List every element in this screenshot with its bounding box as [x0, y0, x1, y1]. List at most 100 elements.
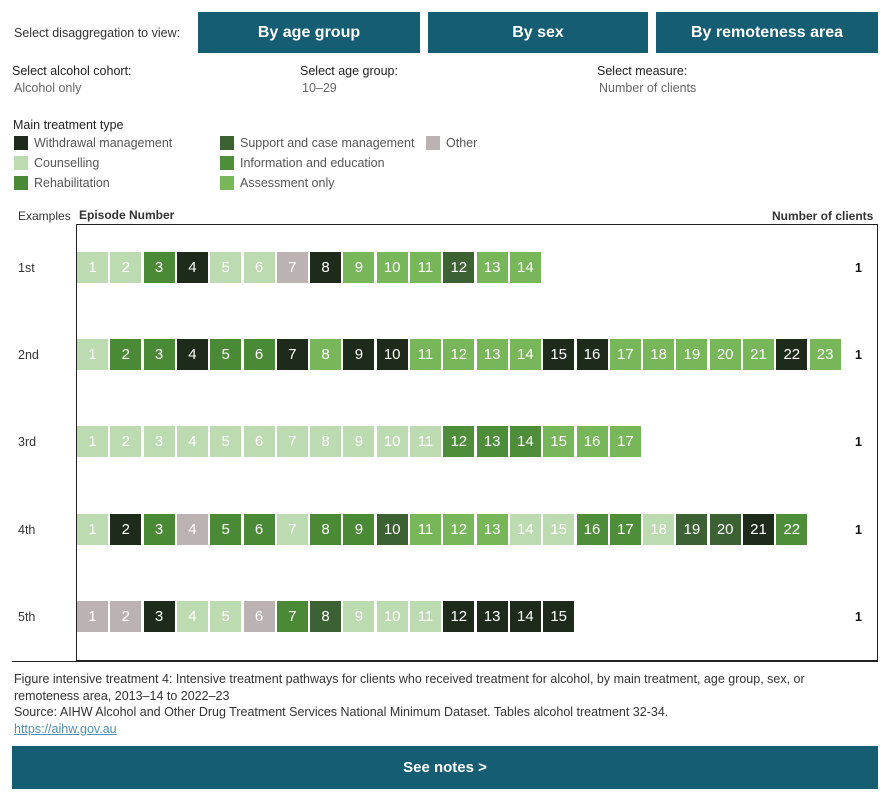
- episode-cell[interactable]: 5: [210, 601, 242, 632]
- episode-cell[interactable]: 2: [110, 514, 142, 545]
- episode-cell[interactable]: 22: [776, 514, 808, 545]
- episode-cell[interactable]: 2: [110, 339, 142, 370]
- episode-cell[interactable]: 15: [543, 601, 575, 632]
- episode-cell[interactable]: 8: [310, 514, 342, 545]
- episode-cell[interactable]: 9: [343, 252, 375, 283]
- episode-cell[interactable]: 7: [276, 514, 308, 545]
- episode-cell[interactable]: 11: [410, 514, 441, 545]
- episode-cell[interactable]: 23: [809, 339, 841, 370]
- episode-cell[interactable]: 4: [176, 252, 208, 283]
- episode-cell[interactable]: 21: [743, 514, 774, 545]
- episode-cell[interactable]: 6: [243, 426, 275, 457]
- episode-cell[interactable]: 3: [143, 514, 175, 545]
- episode-cell[interactable]: 2: [110, 426, 142, 457]
- episode-cell[interactable]: 15: [543, 514, 575, 545]
- cohort-select[interactable]: Alcohol only: [14, 81, 82, 95]
- episode-cell[interactable]: 12: [443, 339, 475, 370]
- episode-cell[interactable]: 12: [443, 601, 475, 632]
- episode-cell[interactable]: 9: [343, 601, 375, 632]
- episode-cell[interactable]: 17: [609, 514, 641, 545]
- episode-cell[interactable]: 13: [476, 339, 508, 370]
- episode-cell[interactable]: 8: [310, 601, 342, 632]
- episode-cell[interactable]: 16: [576, 514, 608, 545]
- episode-cell[interactable]: 1: [77, 601, 108, 632]
- episode-cell[interactable]: 7: [276, 426, 308, 457]
- see-notes-button[interactable]: See notes >: [12, 746, 878, 789]
- episode-cell[interactable]: 3: [143, 601, 175, 632]
- episode-cell[interactable]: 12: [443, 252, 475, 283]
- episode-cell[interactable]: 3: [143, 339, 175, 370]
- episode-cell[interactable]: 4: [176, 514, 208, 545]
- episode-cell[interactable]: 10: [376, 252, 408, 283]
- episode-cell[interactable]: 9: [343, 426, 375, 457]
- episode-cell[interactable]: 20: [709, 514, 741, 545]
- episode-cell[interactable]: 13: [476, 601, 508, 632]
- episode-cell[interactable]: 9: [343, 514, 375, 545]
- measure-select[interactable]: Number of clients: [599, 81, 697, 95]
- episode-cell[interactable]: 4: [176, 339, 208, 370]
- episode-cell[interactable]: 6: [243, 252, 275, 283]
- episode-cell[interactable]: 1: [77, 426, 108, 457]
- episode-cell[interactable]: 3: [143, 426, 175, 457]
- episode-cell[interactable]: 11: [410, 339, 441, 370]
- episode-cell[interactable]: 19: [676, 514, 708, 545]
- episode-cell[interactable]: 16: [576, 339, 608, 370]
- episode-cell[interactable]: 20: [709, 339, 741, 370]
- episode-cell[interactable]: 9: [343, 339, 375, 370]
- legend-item-assessment: Assessment only: [220, 175, 334, 191]
- episode-cell[interactable]: 11: [410, 252, 441, 283]
- episode-cell[interactable]: 8: [310, 252, 342, 283]
- episode-cell[interactable]: 14: [509, 514, 541, 545]
- episode-cell[interactable]: 5: [210, 339, 242, 370]
- episode-cell[interactable]: 7: [276, 252, 308, 283]
- episode-cell[interactable]: 13: [476, 252, 508, 283]
- episode-cell[interactable]: 6: [243, 601, 275, 632]
- episode-cell[interactable]: 10: [376, 601, 408, 632]
- aihw-link[interactable]: https://aihw.gov.au: [14, 722, 117, 736]
- episode-cell[interactable]: 8: [310, 426, 342, 457]
- episode-cell[interactable]: 4: [176, 601, 208, 632]
- episode-cell[interactable]: 14: [509, 339, 541, 370]
- episode-cell[interactable]: 11: [410, 426, 441, 457]
- episode-cell[interactable]: 17: [609, 339, 641, 370]
- episode-cell[interactable]: 11: [410, 601, 441, 632]
- episode-cell[interactable]: 1: [77, 339, 108, 370]
- episode-cell[interactable]: 21: [743, 339, 774, 370]
- episode-cell[interactable]: 10: [376, 426, 408, 457]
- episode-cell[interactable]: 18: [643, 514, 675, 545]
- tab-remoteness[interactable]: By remoteness area: [656, 12, 878, 53]
- episode-cell[interactable]: 22: [776, 339, 808, 370]
- episode-cell[interactable]: 13: [476, 514, 508, 545]
- episode-cell[interactable]: 3: [143, 252, 175, 283]
- episode-cell[interactable]: 8: [310, 339, 342, 370]
- episode-cell[interactable]: 1: [77, 514, 108, 545]
- episode-cell[interactable]: 17: [609, 426, 641, 457]
- episode-cell[interactable]: 12: [443, 426, 475, 457]
- episode-cell[interactable]: 1: [77, 252, 108, 283]
- episode-cell[interactable]: 5: [210, 426, 242, 457]
- episode-cell[interactable]: 10: [376, 339, 408, 370]
- tab-sex[interactable]: By sex: [428, 12, 648, 53]
- episode-cell[interactable]: 4: [176, 426, 208, 457]
- episode-cell[interactable]: 7: [276, 601, 308, 632]
- episode-cell[interactable]: 6: [243, 514, 275, 545]
- episode-cell[interactable]: 5: [210, 252, 242, 283]
- episode-cell[interactable]: 15: [543, 339, 575, 370]
- episode-cell[interactable]: 16: [576, 426, 608, 457]
- age-group-select[interactable]: 10–29: [302, 81, 337, 95]
- episode-cell[interactable]: 14: [509, 426, 541, 457]
- episode-cell[interactable]: 14: [509, 601, 541, 632]
- episode-cell[interactable]: 2: [110, 601, 142, 632]
- episode-cell[interactable]: 7: [276, 339, 308, 370]
- episode-cell[interactable]: 19: [676, 339, 708, 370]
- tab-age-group[interactable]: By age group: [198, 12, 420, 53]
- episode-cell[interactable]: 18: [643, 339, 675, 370]
- episode-cell[interactable]: 14: [509, 252, 541, 283]
- episode-cell[interactable]: 2: [110, 252, 142, 283]
- episode-cell[interactable]: 12: [443, 514, 475, 545]
- episode-cell[interactable]: 15: [543, 426, 575, 457]
- episode-cell[interactable]: 13: [476, 426, 508, 457]
- episode-cell[interactable]: 10: [376, 514, 408, 545]
- episode-cell[interactable]: 6: [243, 339, 275, 370]
- episode-cell[interactable]: 5: [210, 514, 242, 545]
